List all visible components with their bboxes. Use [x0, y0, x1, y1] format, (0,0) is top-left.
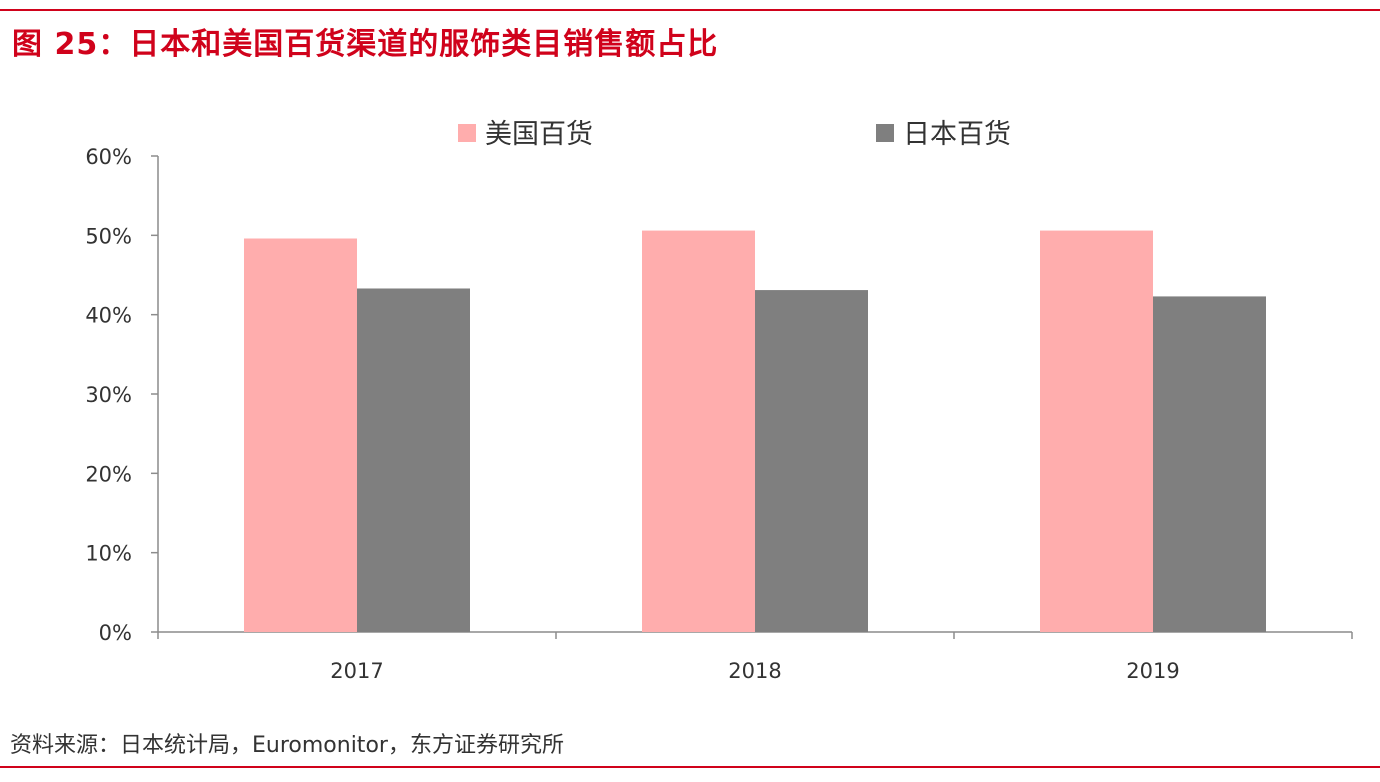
y-tick-label: 60% [85, 145, 132, 169]
y-axis: 0% 10% 20% 30% 40% 50% 60% [85, 145, 159, 645]
x-tick-label: 2017 [330, 659, 383, 683]
bottom-rule [0, 766, 1380, 768]
y-tick-label: 50% [85, 224, 132, 248]
y-tick-label: 10% [85, 542, 132, 566]
bar-us-2018 [642, 230, 755, 632]
source-note: 资料来源：日本统计局，Euromonitor，东方证券研究所 [10, 733, 564, 758]
bar-jp-2017 [357, 288, 470, 632]
y-tick-label: 0% [99, 621, 132, 645]
y-tick-label: 20% [85, 462, 132, 486]
bar-jp-2018 [755, 290, 868, 632]
x-tick-label: 2019 [1126, 659, 1179, 683]
figure-title: 图 25：日本和美国百货渠道的服饰类目销售额占比 [12, 27, 719, 62]
legend-swatch-jp [876, 124, 894, 142]
x-axis: 2017 2018 2019 [157, 631, 1353, 683]
bar-jp-2019 [1153, 296, 1266, 632]
x-tick-label: 2018 [728, 659, 781, 683]
legend-swatch-us [458, 124, 476, 142]
bar-us-2019 [1040, 230, 1153, 632]
y-tick-label: 30% [85, 383, 132, 407]
legend-label-us: 美国百货 [485, 119, 593, 150]
legend-label-jp: 日本百货 [903, 119, 1011, 150]
top-rule [0, 9, 1380, 11]
bar-us-2017 [244, 238, 357, 633]
chart-legend: 美国百货 日本百货 [458, 119, 1011, 150]
y-tick-label: 40% [85, 304, 132, 328]
bar-series [244, 230, 1266, 633]
